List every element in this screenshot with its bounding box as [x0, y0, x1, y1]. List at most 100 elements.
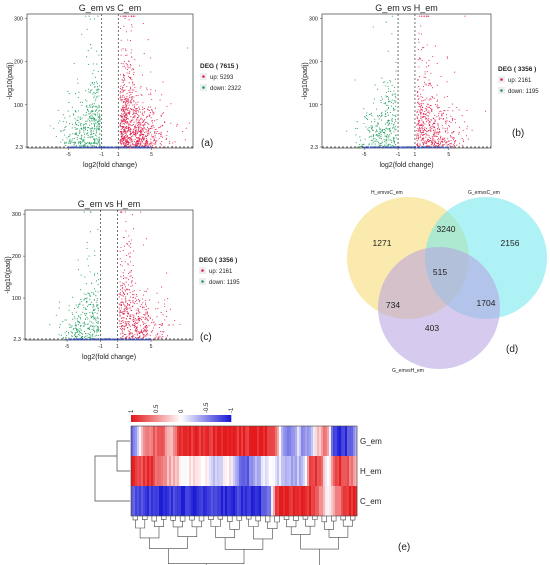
- x-axis-label: log2(fold change): [379, 162, 433, 169]
- down-point: [83, 131, 85, 133]
- y-tick-label: 100: [14, 103, 23, 109]
- heatmap-cell: [179, 486, 182, 516]
- dendrogram-branch: [208, 516, 214, 521]
- up-point: [428, 99, 430, 101]
- up-point: [431, 119, 433, 121]
- heatmap-cell: [217, 486, 220, 516]
- up-point: [441, 124, 443, 126]
- heatmap-cell: [313, 426, 316, 456]
- up-point: [119, 115, 121, 117]
- up-point: [129, 243, 132, 245]
- down-point: [88, 255, 90, 257]
- down-point: [99, 116, 101, 118]
- down-point: [79, 116, 81, 118]
- up-point: [132, 82, 134, 84]
- y-axis-label: -log10(padj): [302, 62, 309, 99]
- up-point: [422, 47, 424, 49]
- up-point: [129, 127, 131, 129]
- dendrogram-branch: [151, 516, 157, 522]
- ns-point: [127, 339, 130, 341]
- up-point: [446, 120, 448, 122]
- up-point: [423, 122, 425, 124]
- down-point: [93, 139, 95, 141]
- heatmap-cell: [241, 426, 244, 456]
- up-point: [145, 121, 147, 123]
- up-point: [130, 325, 132, 327]
- up-point: [125, 106, 127, 109]
- up-point: [458, 131, 460, 133]
- up-point: [129, 303, 131, 306]
- up-point: [429, 137, 431, 139]
- up-point: [159, 99, 161, 101]
- ns-point: [434, 147, 436, 149]
- down-point: [360, 145, 362, 147]
- down-point: [72, 123, 74, 125]
- down-point: [91, 282, 93, 284]
- down-point: [371, 143, 373, 145]
- up-point: [131, 314, 133, 316]
- up-point: [419, 143, 421, 145]
- down-point: [387, 106, 390, 108]
- up-point: [123, 283, 125, 285]
- up-point: [432, 134, 434, 136]
- up-point: [130, 317, 132, 320]
- up-point: [144, 314, 146, 316]
- down-point: [95, 109, 97, 111]
- down-point: [68, 102, 70, 104]
- down-point: [97, 334, 99, 337]
- heatmap-cell: [331, 456, 334, 486]
- heatmap-cell: [181, 486, 184, 516]
- up-point: [137, 140, 139, 143]
- up-point: [125, 127, 127, 129]
- down-point: [86, 308, 88, 311]
- down-point: [73, 141, 75, 143]
- up-point: [122, 139, 124, 141]
- up-point: [132, 334, 134, 336]
- up-point: [159, 143, 161, 145]
- down-point: [84, 114, 86, 116]
- up-point: [133, 140, 135, 142]
- up-point: [422, 124, 424, 126]
- x-axis-label: log2(fold change): [82, 354, 136, 361]
- up-point: [419, 121, 421, 123]
- up-point: [427, 106, 429, 109]
- legend-entry: up: 2161: [209, 269, 233, 275]
- down-point: [77, 116, 79, 118]
- up-point: [418, 15, 420, 17]
- up-point: [125, 125, 127, 127]
- heatmap-cell: [277, 486, 280, 516]
- down-point: [80, 138, 82, 140]
- down-point: [92, 105, 94, 107]
- up-point: [131, 136, 133, 138]
- down-point: [93, 92, 95, 94]
- down-point: [97, 124, 99, 126]
- up-point: [153, 126, 155, 128]
- up-point: [421, 138, 423, 140]
- down-point: [73, 144, 75, 146]
- up-point: [417, 99, 419, 101]
- up-point: [439, 139, 441, 141]
- down-point: [93, 128, 95, 130]
- up-point: [144, 118, 146, 121]
- down-point: [96, 135, 98, 137]
- down-point: [376, 122, 379, 124]
- down-point: [96, 50, 98, 52]
- up-point: [419, 124, 422, 126]
- up-point: [138, 312, 140, 314]
- down-point: [392, 140, 394, 142]
- down-point: [98, 329, 100, 331]
- legend-title: DEG ( 3356 ): [498, 66, 536, 73]
- heatmap-cell: [149, 426, 152, 456]
- down-point: [74, 332, 76, 334]
- up-point: [426, 119, 428, 121]
- up-point: [129, 314, 131, 316]
- up-point: [420, 132, 422, 134]
- up-point: [130, 99, 132, 102]
- up-point: [123, 76, 125, 78]
- up-point: [157, 332, 159, 334]
- up-point: [128, 241, 130, 243]
- ns-point: [75, 339, 77, 341]
- up-point: [123, 142, 125, 144]
- up-point: [142, 121, 144, 123]
